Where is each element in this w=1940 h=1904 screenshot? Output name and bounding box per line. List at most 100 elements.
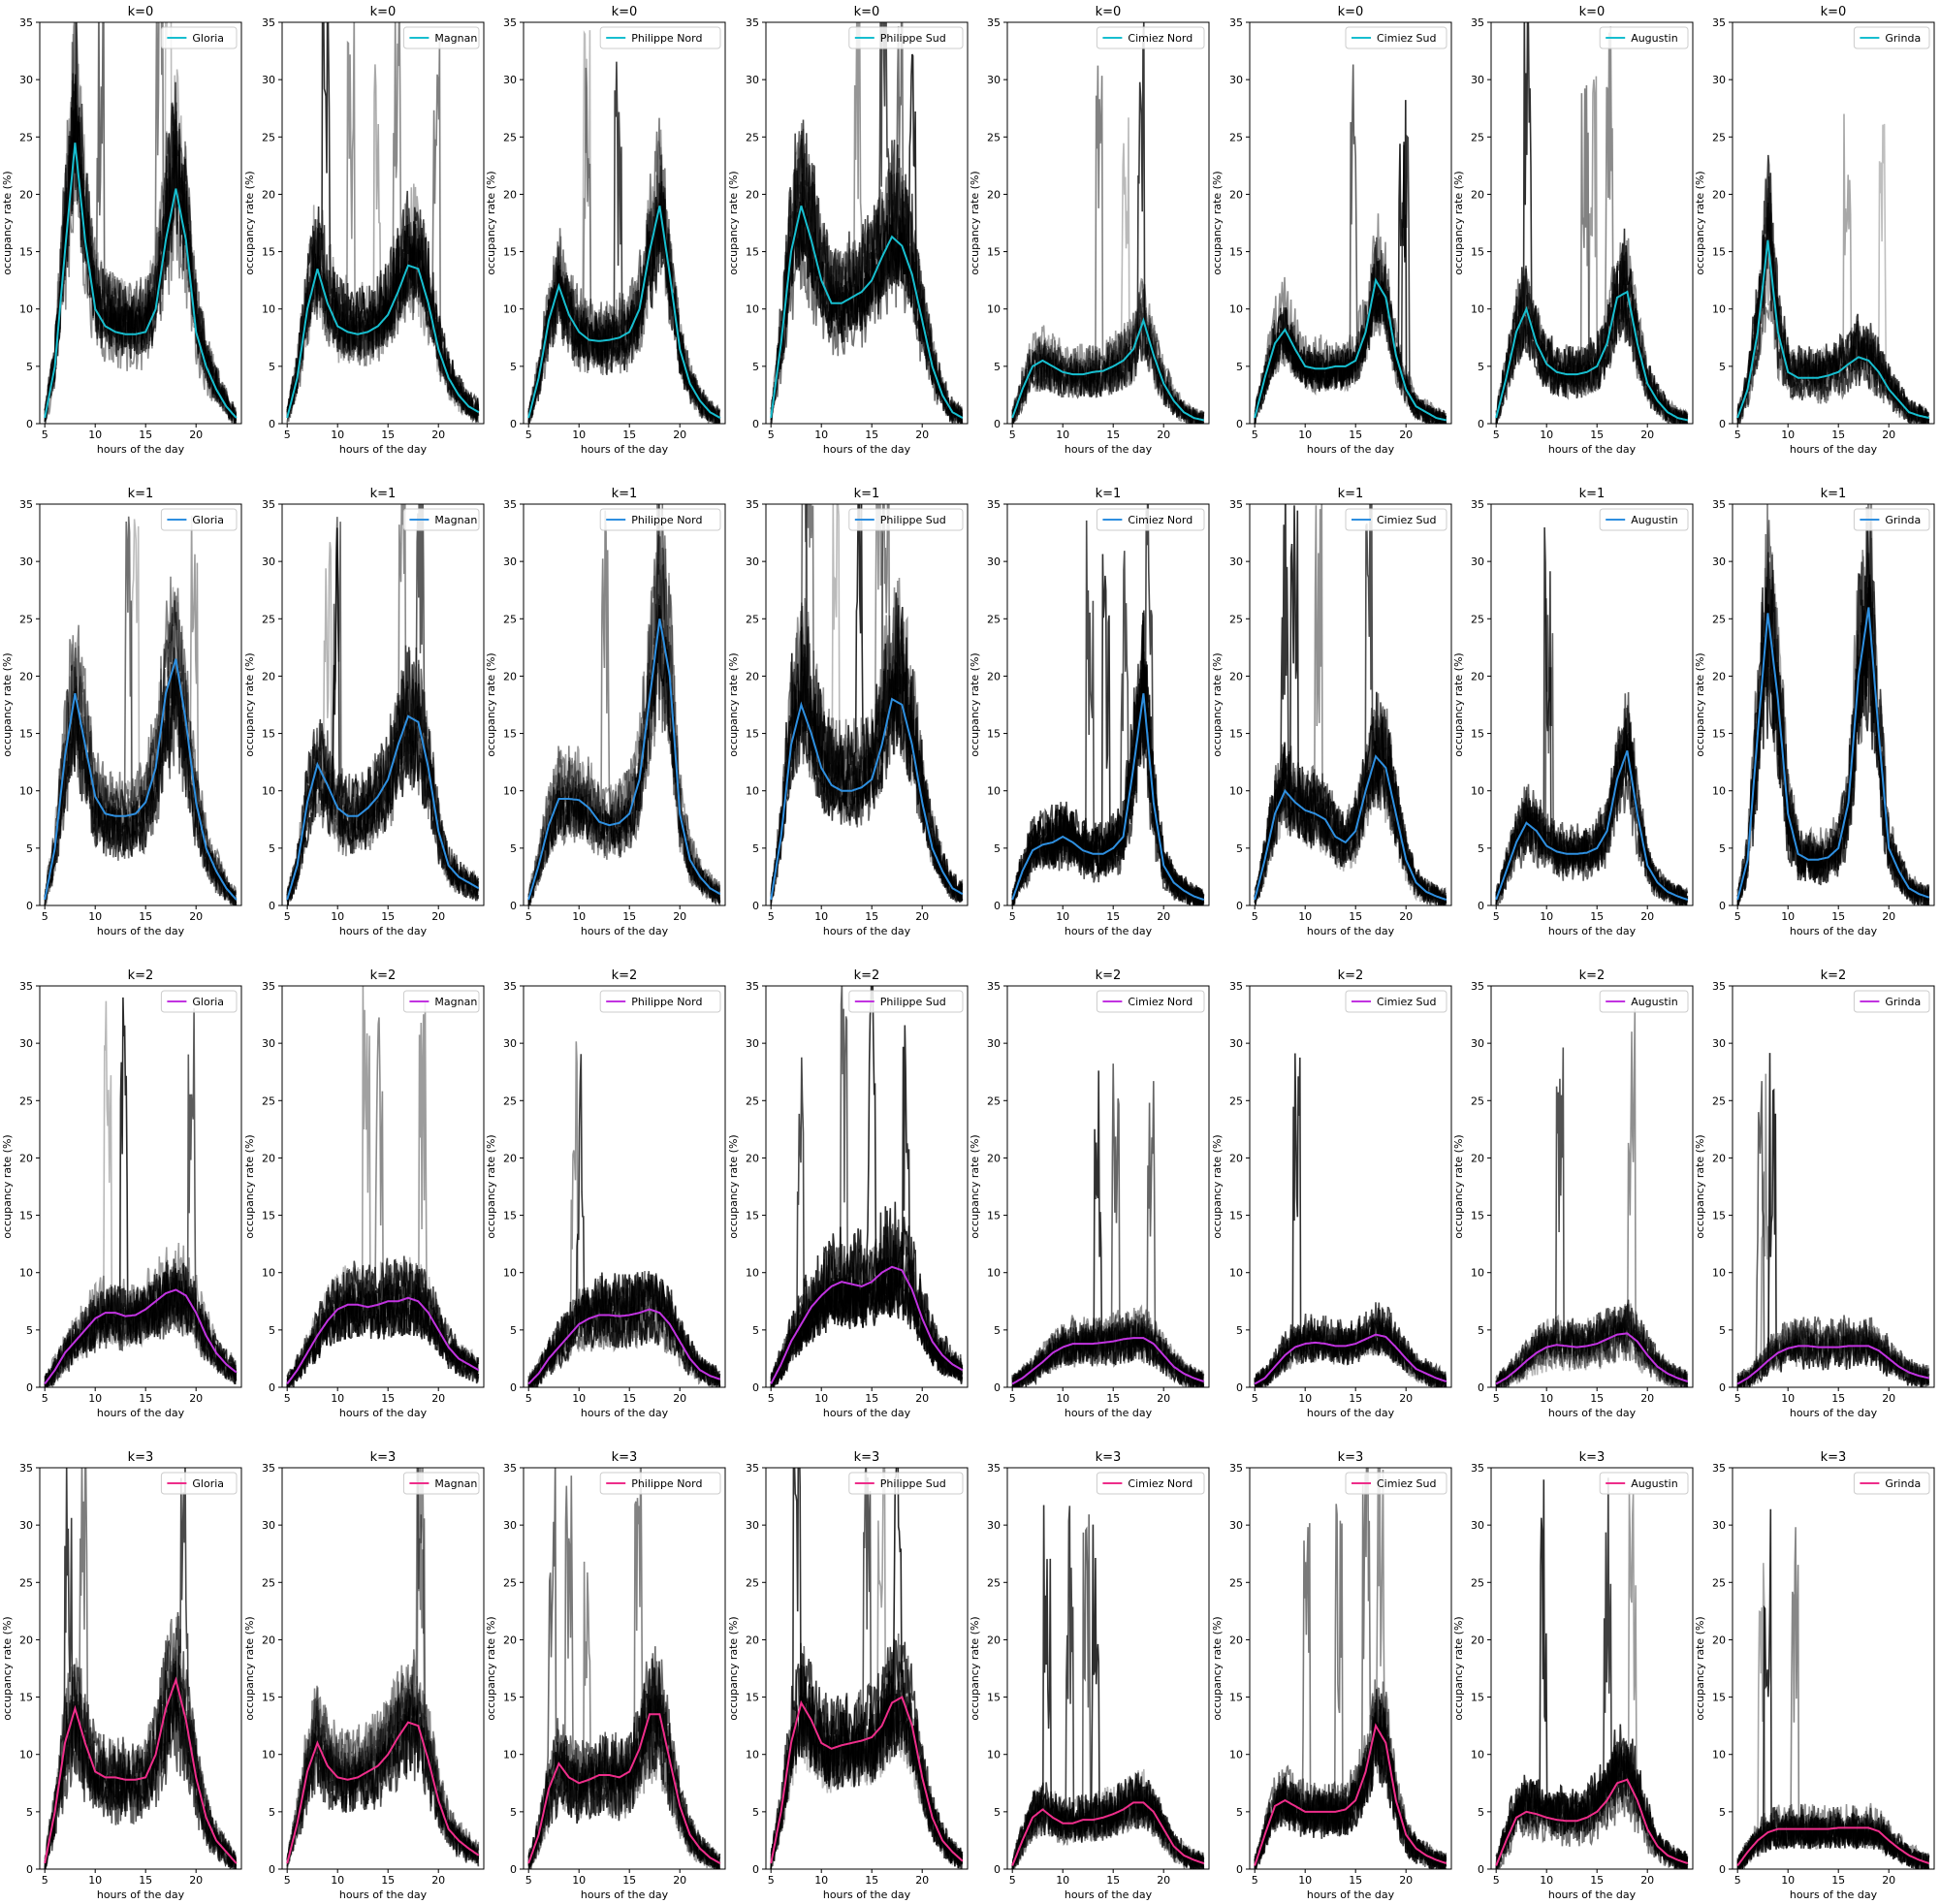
x-axis-label: hours of the day (823, 1407, 911, 1419)
y-tick-label: 30 (1229, 74, 1243, 86)
axes-frame (1249, 985, 1452, 1388)
y-tick-label: 5 (26, 1324, 33, 1337)
panel-title: k=1 (854, 487, 880, 501)
y-tick-label: 15 (1712, 728, 1726, 741)
x-tick-label: 5 (1252, 1392, 1258, 1405)
y-tick-label: 5 (994, 1324, 1001, 1337)
daily-profiles (286, 1468, 480, 1869)
daily-profile-line (1254, 1523, 1447, 1869)
y-tick-label: 30 (746, 74, 759, 86)
x-axis-label: hours of the day (1065, 925, 1153, 937)
legend-label: Gloria (192, 32, 224, 45)
panel-title: k=3 (1338, 1450, 1364, 1465)
x-tick-label: 5 (1009, 1874, 1016, 1887)
x-tick-label: 20 (1640, 1874, 1654, 1887)
y-tick-label: 35 (987, 16, 1001, 29)
axes-frame (523, 503, 726, 906)
y-tick-label: 0 (1478, 900, 1484, 912)
legend-box (1853, 1472, 1930, 1495)
x-tick-label: 20 (189, 428, 203, 441)
y-tick-label: 15 (19, 728, 33, 741)
axes-frame (765, 1467, 969, 1870)
x-axis-label: hours of the day (339, 1407, 428, 1419)
y-tick-label: 30 (987, 1519, 1001, 1532)
y-tick-label: 5 (1478, 1324, 1484, 1337)
legend-label: Magnan (434, 514, 477, 526)
y-tick-label: 10 (746, 1749, 759, 1761)
daily-profile-line (286, 504, 480, 903)
x-tick-label: 10 (1781, 1874, 1795, 1887)
legend-label: Augustin (1631, 1477, 1678, 1490)
y-tick-label: 0 (510, 418, 517, 430)
y-tick-label: 10 (1229, 303, 1243, 316)
y-tick-label: 10 (1712, 1749, 1726, 1761)
legend-label: Philippe Nord (631, 514, 702, 526)
x-tick-label: 10 (88, 428, 102, 441)
legend-label: Cimiez Nord (1128, 996, 1193, 1008)
y-tick-label: 15 (503, 1692, 517, 1704)
y-tick-label: 0 (994, 1381, 1001, 1394)
y-tick-label: 5 (752, 842, 759, 855)
y-tick-label: 20 (987, 1634, 1001, 1646)
y-tick-label: 10 (1229, 785, 1243, 798)
x-tick-label: 15 (139, 1392, 152, 1405)
mean-curve (1254, 277, 1447, 422)
y-tick-label: 10 (987, 1749, 1001, 1761)
x-tick-label: 20 (431, 1392, 445, 1405)
y-tick-label: 30 (746, 1037, 759, 1050)
panel-title: k=3 (1821, 1450, 1847, 1465)
daily-profile-line (1254, 1693, 1447, 1869)
panel-title: k=0 (1579, 5, 1606, 19)
y-tick-label: 30 (1229, 1037, 1243, 1050)
daily-profile-line (1011, 284, 1205, 424)
y-tick-label: 35 (1712, 16, 1726, 29)
y-tick-label: 20 (19, 188, 33, 201)
x-tick-label: 5 (768, 428, 775, 441)
y-tick-label: 10 (19, 303, 33, 316)
y-axis-label: occupancy rate (%) (1694, 171, 1706, 274)
y-tick-label: 0 (26, 900, 33, 912)
legend-label: Cimiez Nord (1128, 32, 1193, 45)
x-tick-label: 20 (915, 910, 929, 923)
y-axis-label: occupancy rate (%) (1, 1134, 14, 1238)
y-tick-label: 0 (1478, 1863, 1484, 1876)
x-tick-label: 10 (814, 1392, 828, 1405)
y-tick-label: 15 (503, 728, 517, 741)
y-tick-label: 35 (746, 498, 759, 511)
y-tick-label: 20 (1712, 670, 1726, 682)
y-axis-label: occupancy rate (%) (1452, 1616, 1465, 1720)
y-axis-label: occupancy rate (%) (243, 1616, 256, 1720)
mean-curve (286, 1721, 480, 1864)
y-tick-label: 35 (19, 16, 33, 29)
panel-title: k=1 (1338, 487, 1364, 501)
daily-profiles (44, 997, 238, 1387)
daily-profile-line (286, 1468, 480, 1864)
x-tick-label: 20 (1399, 910, 1413, 923)
daily-profile-line (1495, 251, 1688, 424)
y-tick-label: 35 (1229, 16, 1243, 29)
y-tick-label: 15 (987, 246, 1001, 259)
panel-title: k=3 (854, 1450, 880, 1465)
daily-profiles (1736, 1508, 1930, 1869)
daily-profiles (770, 1468, 964, 1869)
mean-curve (286, 1296, 480, 1385)
y-tick-label: 0 (1719, 900, 1726, 912)
y-tick-label: 0 (752, 900, 759, 912)
x-axis-label: hours of the day (1307, 925, 1395, 937)
x-tick-label: 15 (1106, 1874, 1120, 1887)
x-axis-label: hours of the day (1548, 1407, 1637, 1419)
x-tick-label: 5 (525, 1874, 532, 1887)
y-tick-label: 35 (1471, 1462, 1484, 1475)
axes-frame (281, 21, 485, 425)
y-axis-label: occupancy rate (%) (1, 171, 14, 274)
x-tick-label: 15 (1590, 910, 1604, 923)
y-tick-label: 30 (746, 1519, 759, 1532)
legend-label: Augustin (1631, 514, 1678, 526)
y-tick-label: 15 (746, 1692, 759, 1704)
y-tick-label: 0 (26, 418, 33, 430)
mean-curve (770, 1696, 964, 1864)
panel-title: k=1 (128, 487, 154, 501)
